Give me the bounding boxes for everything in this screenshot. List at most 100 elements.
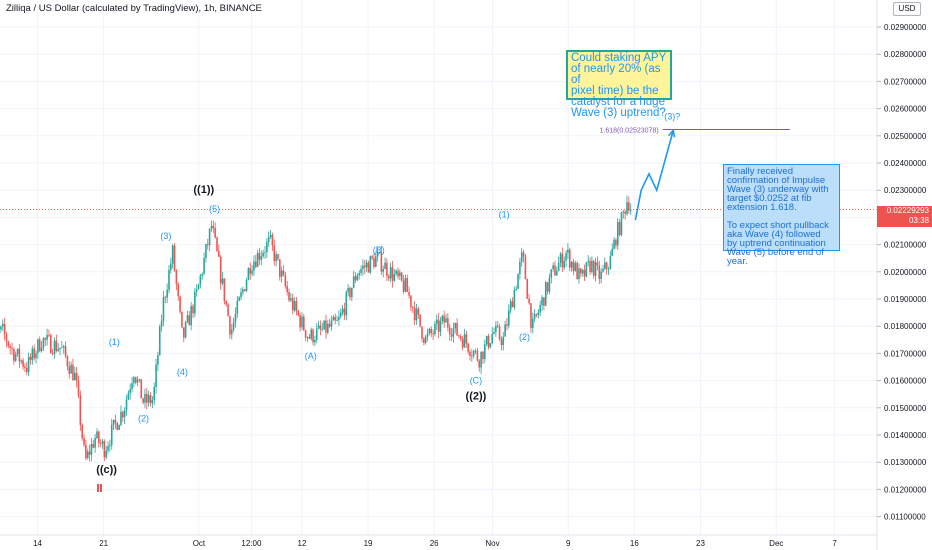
candle-body: [389, 267, 392, 279]
candle-body: [520, 252, 523, 262]
candle-body: [31, 348, 34, 360]
candle-body: [482, 351, 484, 360]
x-tick-label: 7: [832, 539, 837, 548]
candle-body: [336, 320, 338, 322]
candle-body: [116, 422, 119, 430]
wave-label: ((1)): [193, 184, 214, 196]
candle-body: [493, 331, 495, 334]
candle-body: [267, 237, 270, 242]
candle-body: [502, 336, 505, 346]
candle-body: [59, 347, 61, 350]
candle-body: [434, 323, 436, 335]
candle-body: [179, 296, 181, 312]
candle-body: [483, 344, 486, 360]
candle-body: [210, 225, 213, 229]
candle-body: [537, 312, 540, 315]
candle-body: [61, 347, 63, 349]
candle-body: [88, 451, 91, 455]
candle-body: [548, 277, 551, 292]
candle-body: [583, 269, 586, 277]
candle-body: [155, 364, 157, 387]
candle-body: [273, 245, 276, 262]
candle-body: [177, 284, 180, 297]
candle-body: [133, 377, 135, 384]
candle-body: [600, 271, 602, 279]
y-tick-label: 0.01500000: [884, 404, 927, 413]
last-price-tag: 0.02229293 03:38: [877, 206, 932, 227]
staking-apy-note[interactable]: Could staking APY of nearly 20% (as of p…: [566, 50, 672, 119]
candle-body: [618, 222, 621, 235]
candle-body: [384, 262, 386, 270]
candle-body: [458, 335, 460, 337]
candle-body: [5, 334, 8, 342]
candle-body: [134, 377, 137, 383]
candle-body: [299, 315, 301, 328]
candle-body: [234, 313, 237, 323]
candle-body: [334, 317, 336, 321]
candle-body: [158, 326, 161, 356]
candle-body: [171, 245, 174, 264]
currency-button[interactable]: USD: [893, 2, 921, 16]
candle-body: [288, 291, 290, 301]
candle-body: [107, 446, 109, 451]
candle-body: [519, 261, 521, 275]
wave-projection-path[interactable]: [634, 130, 675, 221]
candle-body: [485, 335, 488, 345]
candle-body: [580, 268, 582, 274]
candle-body: [38, 339, 41, 352]
candle-body: [295, 300, 298, 311]
candle-body: [303, 316, 305, 331]
candle-body: [626, 202, 628, 214]
x-tick-label: 12:00: [241, 539, 262, 548]
candle-body: [419, 314, 421, 327]
candle-body: [491, 333, 493, 344]
candle-body: [609, 255, 612, 269]
candle-body: [232, 322, 235, 330]
x-tick-label: 26: [430, 539, 439, 548]
wave-label: ((2)): [466, 391, 487, 403]
candle-body: [345, 292, 348, 316]
candle-body: [594, 262, 597, 276]
candle-body: [565, 252, 567, 261]
candle-body: [53, 340, 56, 354]
y-tick-label: 0.01400000: [884, 431, 927, 440]
candle-body: [229, 316, 231, 335]
candle-body: [478, 360, 481, 368]
candle-body: [122, 411, 124, 418]
candle-body: [471, 355, 473, 357]
candle-body: [120, 411, 122, 425]
candle-body: [194, 291, 196, 314]
candle-body: [214, 228, 216, 238]
candle-body: [310, 329, 312, 339]
candle-body: [286, 286, 288, 292]
candle-body: [14, 354, 17, 361]
candle-body: [284, 274, 287, 287]
candle-body: [563, 260, 566, 268]
candle-body: [266, 241, 268, 253]
candle-body: [37, 339, 39, 354]
candle-body: [476, 350, 479, 361]
candle-body: [530, 303, 532, 329]
candle-body: [166, 289, 168, 298]
candle-body: [406, 278, 409, 292]
candle-body: [489, 343, 492, 348]
candle-body: [44, 338, 47, 340]
candle-body: [293, 300, 296, 311]
candle-body: [22, 360, 24, 367]
candle-body: [131, 383, 133, 389]
wave-target-note[interactable]: Finally received confirmation of Impulse…: [723, 164, 840, 266]
candle-body: [184, 322, 187, 338]
candle-body: [391, 267, 394, 281]
candle-body: [535, 313, 538, 315]
candle-body: [325, 320, 327, 333]
wave-label: (3): [160, 231, 171, 241]
candle-body: [51, 353, 54, 354]
candle-body: [421, 326, 423, 339]
x-tick-label: 23: [696, 539, 705, 548]
candle-body: [175, 270, 178, 285]
candle-body: [317, 325, 320, 329]
candle-body: [354, 276, 357, 281]
candle-body: [110, 424, 113, 445]
candle-body: [75, 372, 78, 381]
